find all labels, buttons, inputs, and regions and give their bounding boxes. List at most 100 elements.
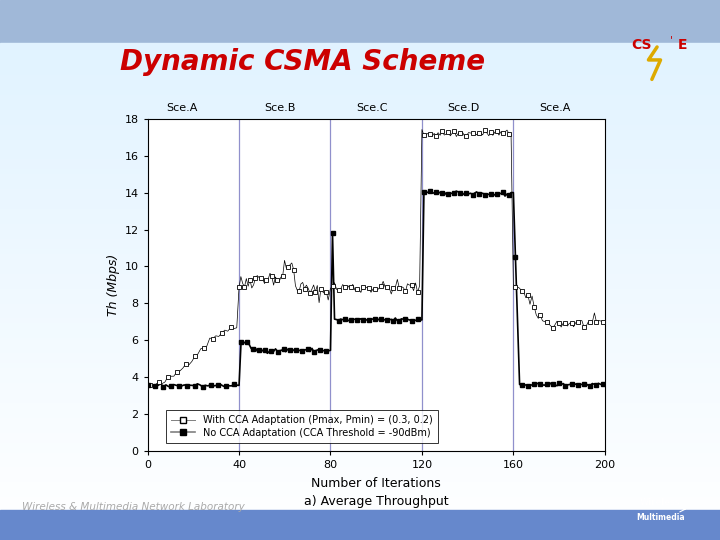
Bar [0,396,720,401]
Bar [0,366,720,371]
Bar [0,183,720,187]
Text: Multimedia: Multimedia [636,514,685,522]
Bar [0,212,720,217]
Text: E: E [678,38,688,52]
Bar [0,177,720,183]
Bar [0,0,720,43]
Bar [0,336,720,341]
Bar [0,381,720,386]
Bar [0,158,720,163]
Legend: With CCA Adaptation (Pmax, Pmin) = (0.3, 0.2), No CCA Adaptation (CCA Threshold : With CCA Adaptation (Pmax, Pmin) = (0.3,… [166,410,438,443]
Bar [0,436,720,441]
Bar [0,321,720,326]
Bar [0,461,720,465]
Bar [0,346,720,351]
Bar [0,510,720,540]
Bar [0,456,720,461]
Bar [0,500,720,505]
Bar [0,431,720,436]
Bar [0,118,720,123]
Bar [0,152,720,158]
Bar [0,123,720,127]
Text: Sce.C: Sce.C [356,103,387,113]
Text: Wireless & Multimedia Network Laboratory: Wireless & Multimedia Network Laboratory [22,502,244,511]
Bar [0,48,720,53]
Bar [0,187,720,192]
Bar [0,316,720,321]
Bar [0,217,720,222]
Bar [0,525,720,530]
Bar [0,530,720,535]
Bar [0,88,720,93]
Bar [0,252,720,257]
Bar [0,326,720,332]
Bar [0,282,720,287]
Bar [0,386,720,391]
Bar [0,490,720,495]
Bar [0,470,720,475]
Bar [0,276,720,282]
Text: ': ' [670,36,673,45]
Bar [0,312,720,316]
Bar [0,475,720,481]
Bar [0,426,720,431]
Bar [0,495,720,500]
Bar [0,222,720,227]
Bar [0,515,720,520]
Bar [0,207,720,212]
Text: CS: CS [631,38,652,52]
Bar [0,53,720,58]
Bar [0,113,720,118]
Bar [0,143,720,147]
Bar [0,202,720,207]
Text: Sce.D: Sce.D [447,103,480,113]
Bar [0,108,720,113]
Text: a) Average Throughput: a) Average Throughput [304,495,448,508]
Bar [0,505,720,510]
Text: Number of Iterations: Number of Iterations [311,477,441,490]
Bar [0,127,720,133]
Bar [0,391,720,396]
Bar [0,133,720,138]
Bar [0,247,720,252]
Bar [0,535,720,540]
Bar [0,197,720,202]
Bar [0,301,720,307]
Bar [0,78,720,83]
Bar [0,411,720,416]
Text: Sce.A: Sce.A [166,103,197,113]
Text: Wireless: Wireless [640,498,681,507]
Bar [0,421,720,426]
Bar [0,167,720,172]
Text: Dynamic CSMA Scheme: Dynamic CSMA Scheme [120,48,485,76]
Bar [0,401,720,406]
Bar [0,63,720,68]
Bar [0,485,720,490]
Bar [0,361,720,366]
Bar [0,262,720,267]
Bar [0,103,720,108]
Bar [0,441,720,446]
Bar [0,58,720,63]
Bar [0,73,720,78]
Bar [0,93,720,98]
Bar [0,406,720,411]
Bar [0,147,720,152]
Bar [0,510,720,515]
Text: Sce.A: Sce.A [539,103,570,113]
Bar [0,267,720,272]
Text: Sce.B: Sce.B [264,103,296,113]
Bar [0,257,720,262]
Y-axis label: Th (Mbps): Th (Mbps) [107,254,120,316]
Bar [0,376,720,381]
Bar [0,287,720,292]
Bar [0,83,720,88]
Bar [0,68,720,73]
Bar [0,371,720,376]
Bar [0,98,720,103]
Bar [0,272,720,276]
Bar [0,416,720,421]
Bar [0,341,720,346]
Bar [0,163,720,167]
Bar [0,138,720,143]
